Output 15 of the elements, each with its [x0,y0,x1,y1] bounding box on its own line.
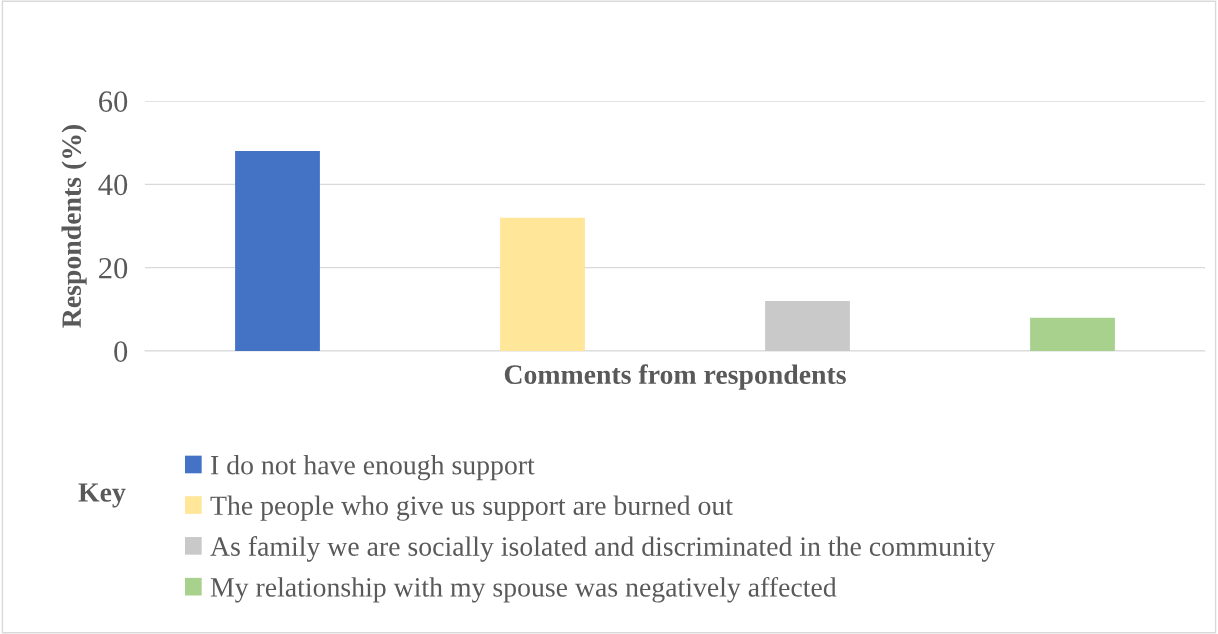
x-axis-title: Comments from respondents [504,364,846,390]
y-tick-label: 20 [99,257,128,279]
legend-label: As family we are socially isolated and discriminated in the community [210,536,996,562]
bar [765,301,850,351]
y-tick-label: 60 [99,91,128,112]
legend-title: Key [78,483,126,508]
y-tick-label: 0 [114,341,128,362]
bar [235,151,320,351]
legend-label: I do not have enough support [211,455,535,481]
legend-label: My relationship with my spouse was negatively affected [210,576,837,603]
bar [1030,317,1115,351]
y-axis-title: Respondents (%) [61,124,87,328]
bar [500,217,585,351]
y-tick-label: 40 [98,174,128,196]
legend-label: The people who give us support are burned out [210,495,733,521]
